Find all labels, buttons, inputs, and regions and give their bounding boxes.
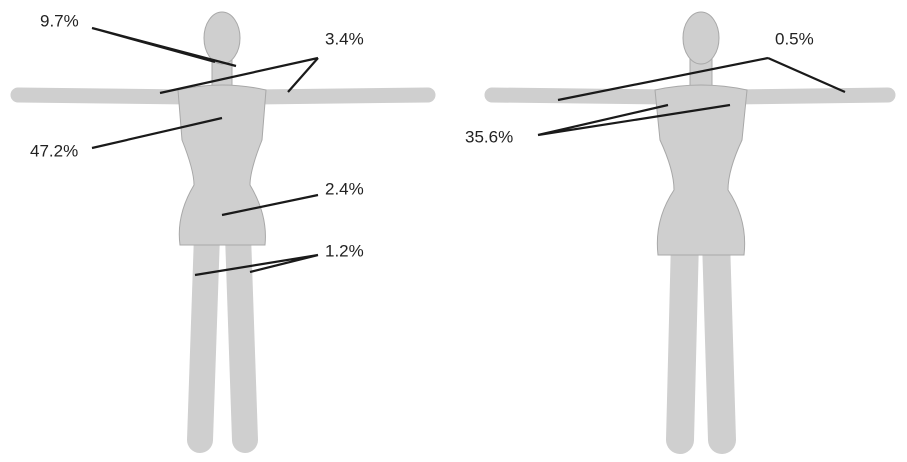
right-arm <box>730 95 888 97</box>
back-figure <box>492 12 888 440</box>
right-leg <box>238 235 245 440</box>
percent-label: 9.7% <box>40 11 79 30</box>
body-diagram: 9.7% 3.4% 47.2% 2.4% 1.2% 0.5% 35.6% <box>0 0 907 462</box>
front-figure <box>18 12 428 440</box>
left-leg <box>680 240 685 440</box>
percent-label: 1.2% <box>325 241 364 260</box>
percent-label: 0.5% <box>775 29 814 48</box>
right-arm <box>255 95 428 97</box>
percent-label: 35.6% <box>465 127 513 146</box>
percent-label: 47.2% <box>30 141 78 160</box>
torso <box>178 85 266 245</box>
left-arm <box>18 95 190 97</box>
left-leg <box>200 235 207 440</box>
right-leg <box>716 240 722 440</box>
percent-label: 3.4% <box>325 29 364 48</box>
percent-label: 2.4% <box>325 179 364 198</box>
head <box>204 12 240 64</box>
head <box>683 12 719 64</box>
